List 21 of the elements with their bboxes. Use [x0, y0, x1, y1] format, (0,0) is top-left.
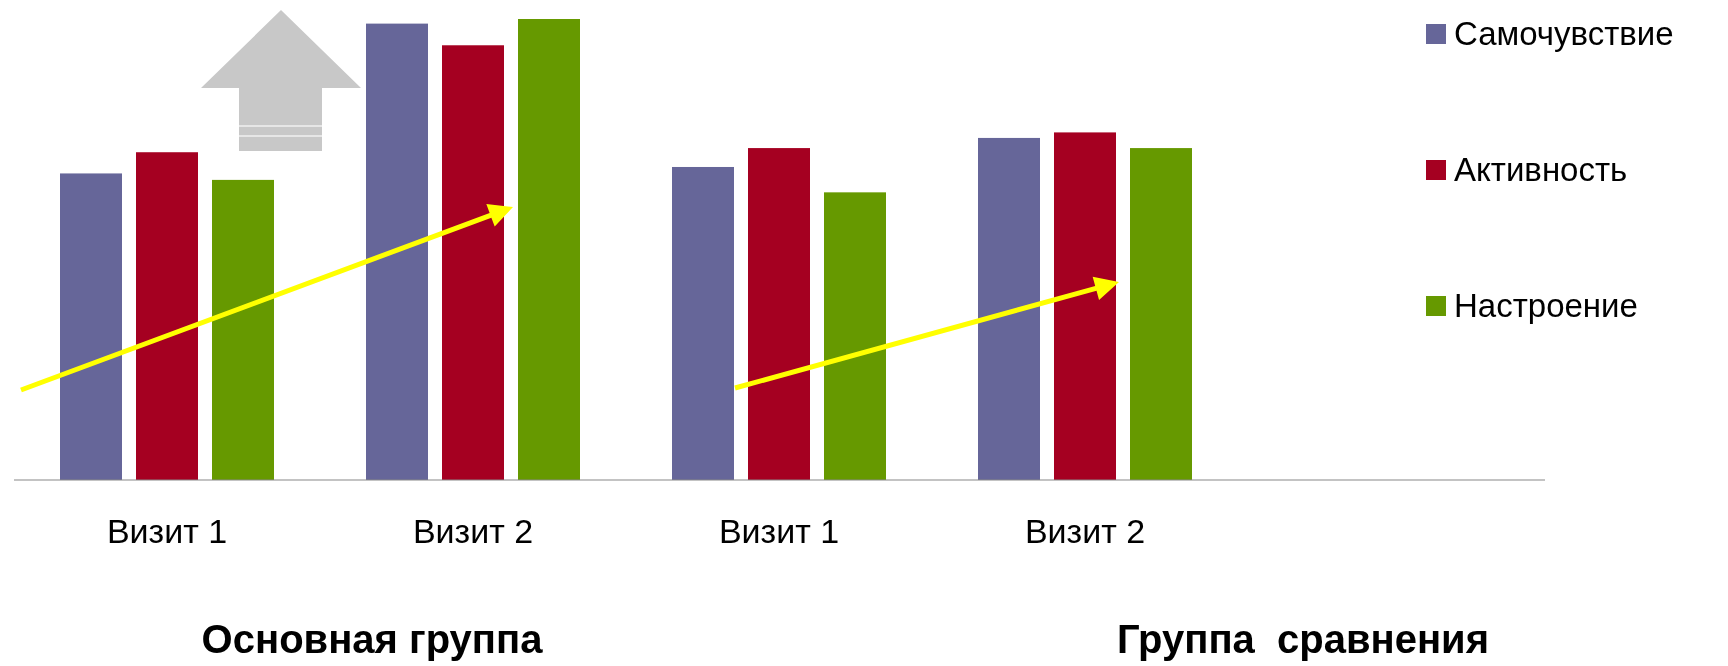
x-tick-label: Визит 2 — [1024, 512, 1146, 550]
bar — [824, 192, 886, 480]
bar — [978, 137, 1040, 480]
bar — [518, 19, 580, 480]
bar — [136, 152, 198, 480]
bar — [672, 166, 734, 480]
bar — [748, 148, 810, 480]
bar — [212, 179, 274, 480]
bar — [366, 23, 428, 480]
legend-label: Самочувствие — [1454, 14, 1674, 52]
bar — [442, 45, 504, 480]
bar — [1130, 148, 1192, 480]
bar — [60, 173, 122, 480]
bar — [1054, 132, 1116, 480]
legend-label: Активность — [1454, 150, 1628, 188]
legend-label: Настроение — [1454, 286, 1638, 324]
x-tick-label: Визит 1 — [718, 512, 840, 550]
text: Основная группа — [201, 617, 544, 661]
text: Группа сравнения — [1116, 617, 1490, 661]
x-tick-label: Визит 2 — [412, 512, 534, 550]
x-tick-label: Визит 1 — [106, 512, 228, 550]
